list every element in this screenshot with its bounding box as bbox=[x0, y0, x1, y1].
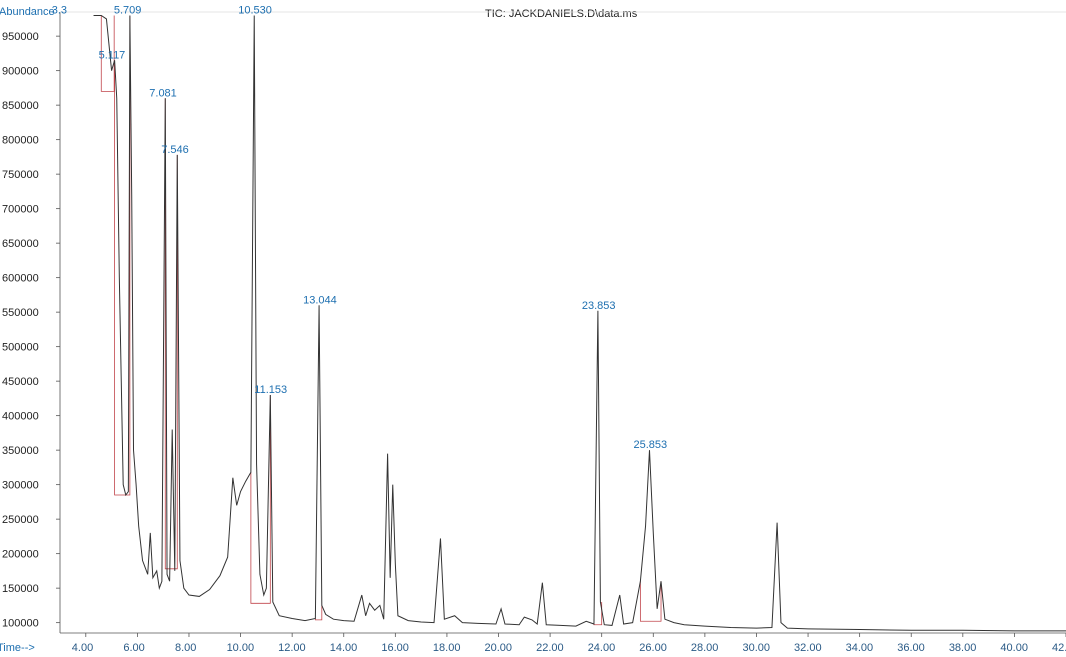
y-tick-label: 400000 bbox=[2, 411, 39, 423]
peak-label: 3.3 bbox=[52, 4, 67, 16]
integration-mark bbox=[314, 605, 323, 621]
x-tick-label: 10.00 bbox=[227, 642, 255, 654]
peak-label: 5.709 bbox=[114, 4, 142, 16]
y-ticks: 100000 150000 200000 250000 300000 350000 4000… bbox=[2, 31, 60, 630]
y-tick-label: 200000 bbox=[2, 549, 39, 561]
x-ticks: 4.00 6.00 8.00 10.00 12.00 14.00 16.00 18.00 20.… bbox=[72, 633, 1066, 654]
tic-trace-line bbox=[93, 14, 1066, 632]
y-tick-label: 850000 bbox=[2, 100, 39, 112]
y-tick-label: 150000 bbox=[2, 583, 39, 595]
x-tick-label: 18.00 bbox=[433, 642, 461, 654]
y-tick-label: 350000 bbox=[2, 445, 39, 457]
y-tick-label: 650000 bbox=[2, 238, 39, 250]
y-tick-label: 550000 bbox=[2, 307, 39, 319]
peak-label: 10.530 bbox=[238, 4, 272, 16]
y-tick-label: 750000 bbox=[2, 169, 39, 181]
peak-label: 5.117 bbox=[99, 49, 126, 61]
y-tick-label: 700000 bbox=[2, 204, 39, 216]
x-tick-label: 34.00 bbox=[846, 642, 874, 654]
peak-label: 7.081 bbox=[149, 87, 177, 99]
y-tick-label: 450000 bbox=[2, 376, 39, 388]
peak-labels: 3.3 5.709 5.117 7.081 7.546 10.530 11.153 13.04… bbox=[52, 4, 667, 451]
x-tick-label: 12.00 bbox=[278, 642, 306, 654]
x-tick-label: 32.00 bbox=[794, 642, 822, 654]
x-tick-label: 26.00 bbox=[639, 642, 667, 654]
x-tick-label: 30.00 bbox=[742, 642, 770, 654]
peak-label: 11.153 bbox=[254, 384, 287, 396]
integration-mark bbox=[164, 98, 178, 570]
y-tick-label: 950000 bbox=[2, 31, 39, 43]
y-tick-label: 800000 bbox=[2, 135, 39, 147]
y-tick-label: 100000 bbox=[2, 618, 39, 630]
peak-label: 13.044 bbox=[303, 294, 337, 306]
x-tick-label: 24.00 bbox=[588, 642, 616, 654]
x-tick-label: 38.00 bbox=[949, 642, 977, 654]
peak-label: 25.853 bbox=[633, 439, 667, 451]
y-tick-label: 500000 bbox=[2, 342, 39, 354]
integration-mark bbox=[100, 15, 115, 92]
x-tick-label: 6.00 bbox=[123, 642, 144, 654]
y-axis-label: Abundance bbox=[0, 6, 55, 18]
y-tick-label: 300000 bbox=[2, 480, 39, 492]
chart-title: TIC: JACKDANIELS.D\data.ms bbox=[485, 8, 638, 20]
x-tick-label: 40.00 bbox=[1000, 642, 1028, 654]
y-tick-label: 900000 bbox=[2, 66, 39, 78]
x-axis-label: Time--> bbox=[0, 642, 35, 654]
x-tick-label: 4.00 bbox=[72, 642, 93, 654]
x-tick-label: 28.00 bbox=[691, 642, 719, 654]
y-tick-label: 250000 bbox=[2, 514, 39, 526]
x-tick-label: 42.00 bbox=[1052, 642, 1066, 654]
integration-mark bbox=[250, 394, 271, 604]
x-tick-label: 8.00 bbox=[175, 642, 196, 654]
integration-marks bbox=[100, 15, 662, 626]
integration-mark bbox=[114, 15, 131, 496]
peak-label: 7.546 bbox=[161, 144, 189, 156]
y-tick-label: 600000 bbox=[2, 273, 39, 285]
x-tick-label: 20.00 bbox=[485, 642, 513, 654]
integration-mark bbox=[639, 581, 662, 622]
x-tick-label: 16.00 bbox=[381, 642, 409, 654]
trace-group bbox=[93, 14, 1066, 632]
x-tick-label: 22.00 bbox=[536, 642, 564, 654]
x-tick-label: 36.00 bbox=[897, 642, 925, 654]
peak-label: 23.853 bbox=[582, 300, 616, 312]
x-tick-label: 14.00 bbox=[330, 642, 358, 654]
